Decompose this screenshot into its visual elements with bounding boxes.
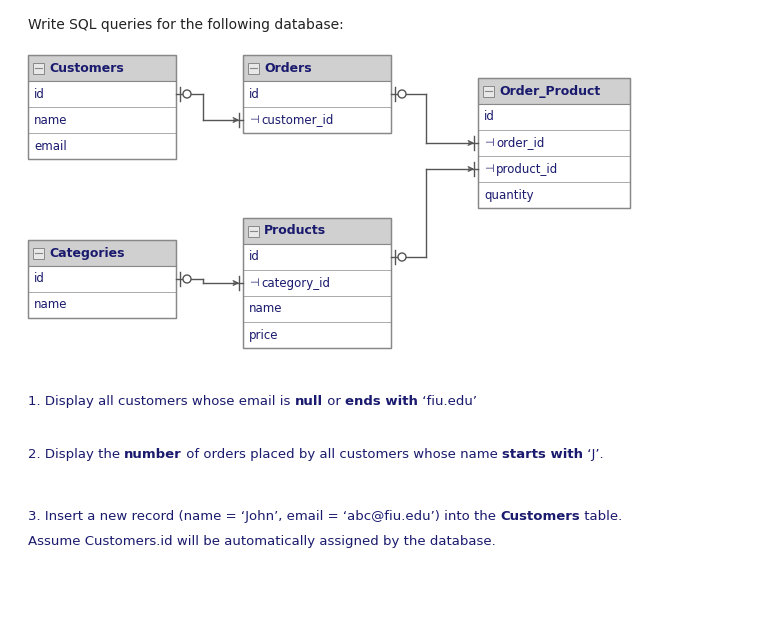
Bar [243,244,391,348]
Bar [243,218,391,244]
Text: or: or [323,395,345,408]
Bar [483,86,494,96]
Text: name: name [34,114,68,127]
Bar [243,218,391,348]
Bar [28,55,176,81]
Bar [28,81,176,159]
Bar [243,55,391,81]
Bar [28,240,176,318]
Text: ‘J’.: ‘J’. [583,448,604,461]
Circle shape [183,275,191,283]
Text: Write SQL queries for the following database:: Write SQL queries for the following data… [28,18,344,32]
Text: id: id [249,250,260,263]
Text: 2. Display the: 2. Display the [28,448,125,461]
Circle shape [398,90,406,98]
Bar [478,78,630,208]
Circle shape [398,253,406,261]
Text: id: id [34,273,45,286]
Text: Assume Customers.id will be automatically assigned by the database.: Assume Customers.id will be automaticall… [28,535,495,548]
Bar [248,63,259,73]
Text: starts with: starts with [502,448,583,461]
Bar [243,55,391,133]
Bar [28,240,176,266]
Text: Categories: Categories [49,247,125,260]
Bar [248,225,259,237]
Circle shape [183,90,191,98]
Text: ⊣: ⊣ [484,164,494,174]
Text: name: name [34,299,68,312]
Bar [243,81,391,133]
Text: category_id: category_id [261,276,330,289]
Text: Products: Products [264,225,326,237]
Text: id: id [484,111,495,124]
Text: product_id: product_id [496,163,559,176]
Text: Customers: Customers [49,61,124,75]
Text: 3. Insert a new record (name = ‘John’, email = ‘abc@fiu.edu’) into the: 3. Insert a new record (name = ‘John’, e… [28,510,500,523]
Bar [478,78,630,104]
Text: order_id: order_id [496,137,545,150]
Text: Order_Product: Order_Product [499,84,601,97]
Text: customer_id: customer_id [261,114,333,127]
Text: number: number [125,448,182,461]
Text: ⊣: ⊣ [249,115,259,125]
Text: price: price [249,329,279,342]
Text: ⊣: ⊣ [484,138,494,148]
Text: Customers: Customers [500,510,580,523]
Text: of orders placed by all customers whose name: of orders placed by all customers whose … [182,448,502,461]
Bar [28,55,176,159]
Text: Orders: Orders [264,61,312,75]
Text: 1. Display all customers whose email is: 1. Display all customers whose email is [28,395,294,408]
Bar [33,63,44,73]
Bar [478,104,630,208]
Text: ⊣: ⊣ [249,278,259,288]
Bar [28,266,176,318]
Bar [33,248,44,258]
Text: id: id [34,88,45,101]
Text: ends with: ends with [345,395,418,408]
Text: ‘fiu.edu’: ‘fiu.edu’ [418,395,477,408]
Text: table.: table. [580,510,622,523]
Text: email: email [34,140,67,153]
Text: id: id [249,88,260,101]
Text: null: null [294,395,323,408]
Text: name: name [249,302,283,315]
Text: quantity: quantity [484,189,534,201]
